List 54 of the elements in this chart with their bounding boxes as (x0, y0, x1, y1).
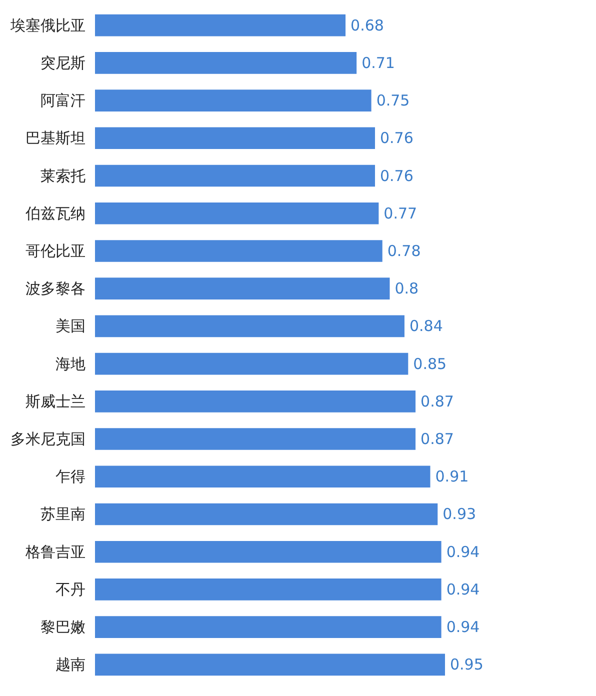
bar (95, 127, 375, 150)
bar (95, 164, 375, 187)
y-tick-label: 哥伦比亚 (26, 242, 86, 260)
y-tick-label: 不丹 (56, 580, 86, 598)
bar (95, 52, 357, 74)
data-label: 0.76 (380, 166, 414, 185)
y-tick-label: 埃塞俄比亚 (10, 16, 86, 34)
y-tick-label: 阿富汗 (40, 92, 86, 110)
bar (95, 503, 438, 526)
data-label: 0.78 (387, 242, 421, 260)
bar (95, 352, 408, 375)
data-label: 0.77 (384, 204, 418, 222)
bar (95, 90, 372, 112)
bar (95, 616, 442, 638)
data-label: 0.87 (420, 392, 454, 410)
data-label: 0.75 (376, 92, 410, 110)
y-tick-label: 伯兹瓦纳 (24, 204, 86, 222)
bar (95, 240, 382, 262)
data-label: 0.94 (446, 618, 480, 636)
data-label: 0.94 (446, 580, 480, 598)
data-label: 0.76 (380, 129, 414, 148)
data-label: 0.91 (435, 468, 469, 486)
data-label: 0.71 (362, 54, 395, 72)
y-tick-label: 苏里南 (40, 505, 86, 524)
y-tick-label: 巴基斯坦 (26, 129, 86, 148)
bar (95, 654, 445, 676)
data-label: 0.68 (350, 16, 384, 34)
y-tick-label: 多米尼克国 (10, 430, 86, 448)
bar (95, 315, 404, 338)
y-tick-label: 波多黎各 (26, 280, 86, 298)
data-label: 0.94 (446, 542, 480, 561)
y-tick-label: 越南 (56, 656, 86, 674)
y-tick-label: 海地 (56, 354, 86, 373)
bar (95, 578, 442, 600)
y-tick-label: 美国 (56, 317, 86, 336)
data-label: 0.87 (420, 430, 454, 448)
bar (95, 278, 390, 300)
bar (95, 202, 379, 224)
bar (95, 428, 416, 450)
data-label: 0.93 (442, 505, 476, 524)
bar (95, 540, 442, 563)
y-tick-label: 格鲁吉亚 (24, 542, 86, 561)
y-tick-label: 黎巴嫩 (40, 618, 86, 636)
bar (95, 390, 416, 412)
data-label: 0.85 (413, 354, 447, 373)
y-tick-label: 乍得 (56, 468, 86, 486)
y-tick-label: 突尼斯 (40, 54, 86, 72)
y-tick-label: 斯威士兰 (26, 392, 86, 410)
data-label: 0.8 (394, 280, 419, 298)
bar (95, 14, 346, 36)
y-tick-label: 莱索托 (40, 166, 86, 185)
data-label: 0.95 (450, 656, 484, 674)
bar (95, 466, 430, 488)
data-label: 0.84 (409, 317, 443, 336)
